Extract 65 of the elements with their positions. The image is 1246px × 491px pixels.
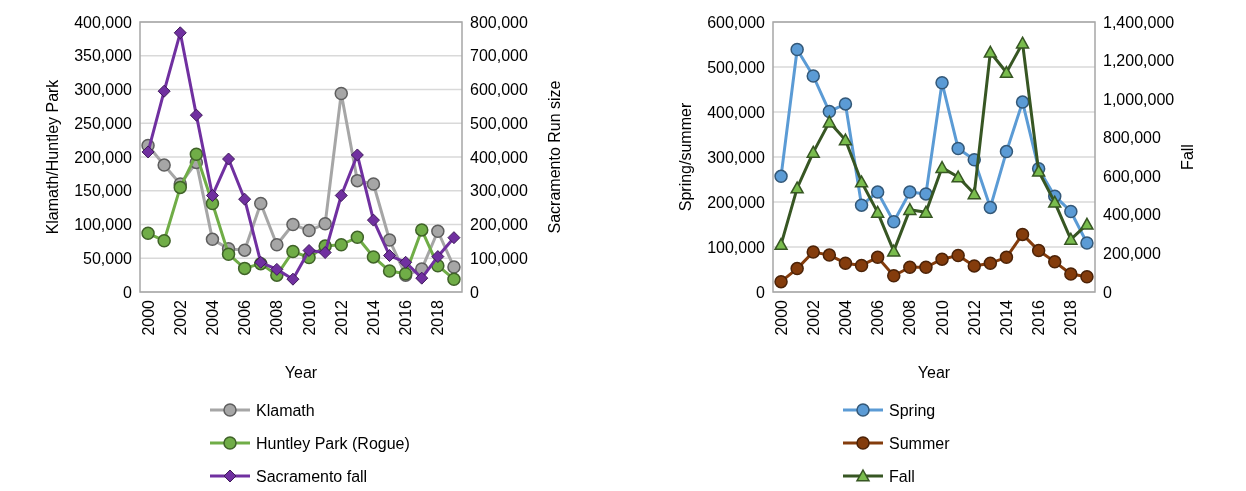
y-tick-label: 100,000 — [74, 216, 133, 234]
y-tick-label: 400,000 — [707, 103, 766, 121]
y-tick-label: 0 — [123, 283, 133, 301]
legend-label: Fall — [889, 467, 915, 485]
y-tick-label: 350,000 — [74, 47, 133, 65]
y-tick-label: 300,000 — [74, 81, 133, 99]
x-tick-label: 2018 — [429, 299, 447, 336]
x-tick-label: 2014 — [365, 299, 383, 336]
x-tick-label: 2008 — [268, 299, 286, 336]
x-tick-label: 2000 — [772, 299, 790, 336]
y2-tick-label: 0 — [470, 283, 479, 301]
y2-axis-title: Sacramento Run size — [546, 80, 563, 234]
y-tick-label: 600,000 — [707, 13, 766, 31]
y2-tick-label: 800,000 — [470, 13, 528, 31]
y2-axis-title: Fall — [1179, 144, 1196, 170]
y-tick-label: 200,000 — [74, 148, 133, 166]
y-tick-label: 400,000 — [74, 13, 133, 31]
y2-tick-label: 1,400,000 — [1103, 13, 1175, 31]
x-tick-label: 2002 — [171, 299, 189, 336]
x-tick-label: 2016 — [397, 299, 415, 336]
legend-label: Summer — [889, 434, 951, 452]
y2-tick-label: 400,000 — [1103, 206, 1161, 224]
legend-label: Spring — [889, 401, 936, 419]
x-tick-label: 2004 — [837, 299, 855, 336]
y-tick-label: 100,000 — [707, 238, 766, 256]
y2-tick-label: 1,200,000 — [1103, 52, 1175, 70]
y-tick-label: 50,000 — [83, 249, 133, 267]
y2-tick-label: 300,000 — [470, 182, 528, 200]
y2-tick-label: 100,000 — [470, 249, 528, 267]
x-tick-label: 2000 — [139, 299, 157, 336]
y2-tick-label: 400,000 — [470, 148, 528, 166]
legend-label: Huntley Park (Rogue) — [256, 434, 410, 452]
y-tick-label: 500,000 — [707, 58, 766, 76]
x-tick-label: 2016 — [1030, 299, 1048, 336]
x-tick-label: 2012 — [332, 299, 350, 336]
x-tick-label: 2004 — [204, 299, 222, 336]
y2-tick-label: 1,000,000 — [1103, 90, 1175, 108]
x-tick-label: 2008 — [901, 299, 919, 336]
y2-tick-label: 600,000 — [1103, 167, 1161, 185]
y-tick-label: 150,000 — [74, 182, 133, 200]
legend-label: Klamath — [256, 401, 315, 419]
y-axis-title: Klamath/Huntley Park — [44, 78, 61, 235]
x-tick-label: 2006 — [869, 299, 887, 336]
y-tick-label: 0 — [756, 283, 766, 301]
y-axis-title: Spring/summer — [677, 102, 694, 212]
x-axis-title: Year — [917, 364, 951, 381]
y-tick-label: 250,000 — [74, 114, 133, 132]
x-tick-label: 2010 — [933, 299, 951, 336]
y-tick-label: 200,000 — [707, 193, 766, 211]
x-tick-label: 2014 — [998, 299, 1016, 336]
y-tick-label: 300,000 — [707, 148, 766, 166]
y2-tick-label: 800,000 — [1103, 129, 1161, 147]
x-tick-label: 2002 — [804, 299, 822, 336]
y2-tick-label: 200,000 — [470, 216, 528, 234]
y2-tick-label: 700,000 — [470, 47, 528, 65]
x-axis-title: Year — [284, 364, 318, 381]
legend-label: Sacramento fall — [256, 467, 368, 485]
x-tick-label: 2012 — [965, 299, 983, 336]
y2-tick-label: 200,000 — [1103, 245, 1161, 263]
x-tick-label: 2010 — [300, 299, 318, 336]
y2-tick-label: 600,000 — [470, 81, 528, 99]
y2-tick-label: 500,000 — [470, 114, 528, 132]
x-tick-label: 2006 — [236, 299, 254, 336]
x-tick-label: 2018 — [1062, 299, 1080, 336]
y2-tick-label: 0 — [1103, 283, 1112, 301]
